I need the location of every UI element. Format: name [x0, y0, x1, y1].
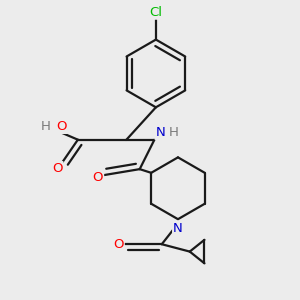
Text: H: H — [169, 126, 179, 139]
Text: O: O — [93, 172, 103, 184]
Text: O: O — [113, 238, 124, 251]
Text: Cl: Cl — [149, 6, 162, 19]
Text: N: N — [173, 221, 183, 235]
Text: O: O — [52, 162, 62, 175]
Text: H: H — [40, 120, 50, 133]
Text: N: N — [155, 126, 165, 139]
Text: O: O — [56, 120, 67, 133]
